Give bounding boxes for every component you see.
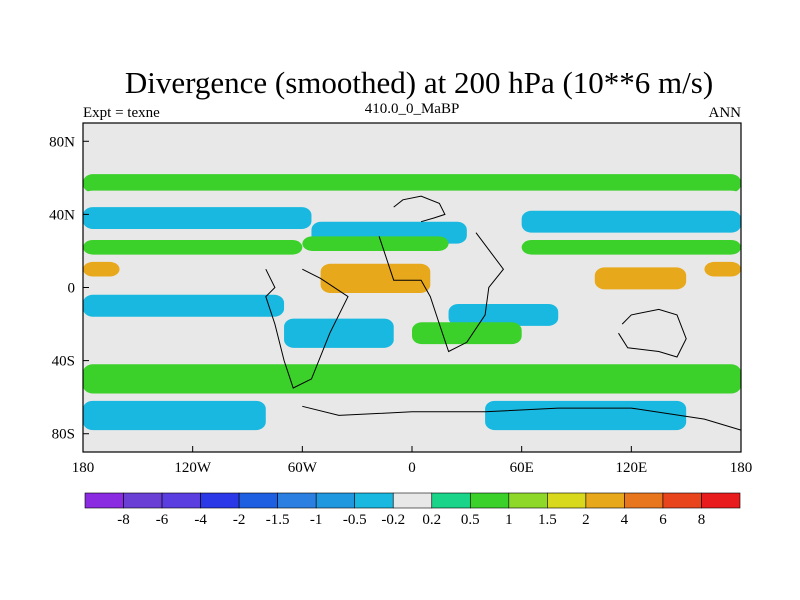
colorbar-label: 0.5 xyxy=(461,512,480,528)
colorbar-label: -0.5 xyxy=(343,512,367,528)
left-label: Expt = texne xyxy=(83,105,160,121)
colorbar-label: -2 xyxy=(233,512,246,528)
colorbar-label: 0.2 xyxy=(422,512,441,528)
contour-band-13 xyxy=(284,318,394,348)
coastline-outline xyxy=(265,195,742,431)
contour-band-12 xyxy=(83,294,285,317)
colorbar-swatch xyxy=(238,492,278,509)
coast-south-america xyxy=(265,268,349,389)
contour-band-15 xyxy=(412,322,522,345)
colorbar-swatch xyxy=(469,492,510,509)
contour-band-17 xyxy=(83,400,266,431)
contour-band-16 xyxy=(83,364,741,394)
colorbar-swatch xyxy=(392,492,433,509)
y-tick-label: 80N xyxy=(49,134,75,150)
contour-band-9 xyxy=(320,263,431,293)
colorbar-swatch xyxy=(315,492,356,509)
y-axis: 80N 40N 0 40S 80S xyxy=(49,134,89,443)
contour-band-2 xyxy=(83,207,312,230)
contour-band-7 xyxy=(521,239,741,255)
colorbar-swatch xyxy=(161,492,201,509)
colorbar-swatch xyxy=(354,492,394,509)
colorbar-label: 2 xyxy=(582,512,590,528)
colorbar-label: 6 xyxy=(659,512,667,528)
colorbar-label: 1.5 xyxy=(538,512,557,528)
y-tick-label: 80S xyxy=(52,427,75,443)
colorbar-swatch xyxy=(123,492,163,509)
colorbar: -8 -6 -4 -2 -1.5 -1 -0.5 -0.2 0.2 0.5 1 1.5 2 4 6 8 xyxy=(84,492,741,528)
contour-band-8 xyxy=(83,261,120,277)
coast-antarctica xyxy=(302,405,742,431)
colorbar-swatch xyxy=(431,492,471,509)
colorbar-swatch xyxy=(624,492,664,509)
contour-band-5 xyxy=(83,239,303,255)
colorbar-label: -6 xyxy=(156,512,169,528)
colorbar-swatch xyxy=(84,492,124,509)
x-tick-label: 120W xyxy=(174,460,212,476)
x-tick-label: 180 xyxy=(730,460,753,476)
coast-europe xyxy=(393,195,446,223)
right-label: ANN xyxy=(709,105,742,121)
colorbar-swatch xyxy=(701,492,741,509)
colorbar-label: -0.2 xyxy=(381,512,405,528)
chart-title: Divergence (smoothed) at 200 hPa (10**6 … xyxy=(125,65,713,100)
colorbar-label: -1 xyxy=(310,512,323,528)
contour-band-11 xyxy=(704,261,741,277)
y-tick-label: 0 xyxy=(68,281,76,297)
colorbar-label: -1.5 xyxy=(266,512,290,528)
colorbar-label: -4 xyxy=(194,512,207,528)
contour-band-6 xyxy=(302,236,449,251)
y-tick-label: 40N xyxy=(49,207,75,223)
colorbar-swatch xyxy=(200,492,240,509)
colorbar-swatch xyxy=(585,492,625,509)
x-tick-label: 60E xyxy=(510,460,534,476)
contour-band-0 xyxy=(83,174,741,193)
colorbar-label: 4 xyxy=(621,512,629,528)
center-label: 410.0_0_MaBP xyxy=(365,101,460,117)
colorbar-label: 8 xyxy=(698,512,706,528)
colorbar-label: -8 xyxy=(117,512,130,528)
x-tick-label: 180 xyxy=(72,460,95,476)
x-tick-label: 120E xyxy=(615,460,647,476)
colorbar-swatch xyxy=(508,492,548,509)
colorbar-swatch xyxy=(547,492,587,509)
x-tick-label: 60W xyxy=(288,460,318,476)
contour-band-1 xyxy=(83,190,741,202)
x-tick-label: 0 xyxy=(408,460,416,476)
contour-band-10 xyxy=(594,267,687,290)
contour-band-4 xyxy=(521,210,741,233)
colorbar-swatch xyxy=(277,492,317,509)
contour-band-14 xyxy=(448,303,559,326)
coast-australia xyxy=(618,308,687,358)
x-axis: 180 120W 60W 0 60E 120E 180 xyxy=(72,446,753,476)
map-plot-area xyxy=(83,123,741,452)
colorbar-label: 1 xyxy=(505,512,513,528)
y-tick-label: 40S xyxy=(52,354,75,370)
contour-band-18 xyxy=(485,400,687,431)
colorbar-swatch xyxy=(662,492,702,509)
coast-africa xyxy=(378,232,505,353)
